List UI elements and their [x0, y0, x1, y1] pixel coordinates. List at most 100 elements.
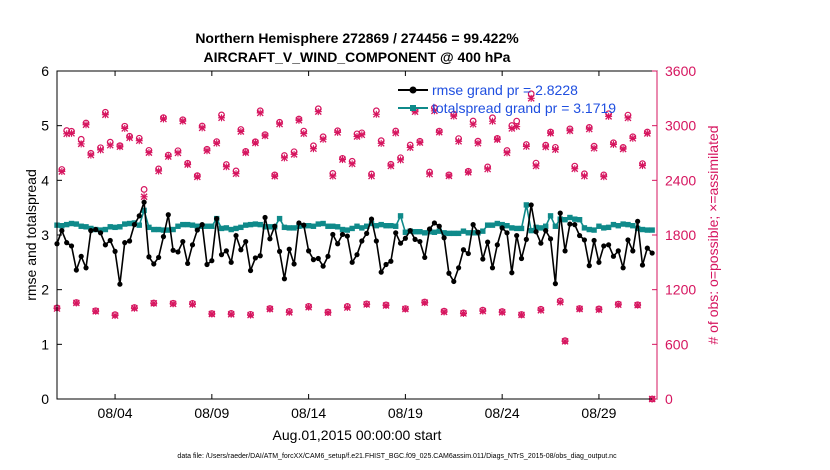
obs-assimilated-marker	[218, 114, 226, 122]
totalspread-point	[368, 220, 375, 227]
obs-assimilated-marker	[518, 311, 526, 319]
rmse-point	[301, 222, 307, 228]
rmse-point	[281, 276, 288, 282]
totalspread-point	[494, 220, 501, 227]
obs-assimilated-marker	[145, 149, 153, 157]
obs-assimilated-marker	[261, 132, 269, 140]
totalspread-point	[441, 230, 447, 236]
totalspread-point	[325, 223, 331, 229]
rmse-point	[451, 278, 457, 285]
totalspread-point	[625, 221, 631, 228]
rmse-point	[131, 222, 138, 228]
rmse-point	[373, 238, 379, 244]
rmse-point	[238, 247, 244, 253]
rmse-point	[576, 232, 583, 239]
obs-assimilated-marker	[527, 94, 535, 102]
rmse-point	[547, 236, 554, 242]
totalspread-point	[397, 213, 404, 219]
totalspread-point	[262, 224, 268, 230]
rmse-point	[320, 263, 326, 269]
obs-assimilated-marker	[484, 165, 492, 173]
rmse-point	[499, 225, 505, 231]
y-tick-label: 1	[41, 336, 49, 352]
rmse-point	[644, 245, 650, 251]
obs-assimilated-marker	[155, 167, 163, 175]
rmse-point	[368, 216, 375, 222]
rmse-point	[117, 281, 123, 287]
totalspread-point	[204, 223, 210, 229]
totalspread-point	[378, 221, 384, 228]
totalspread-point	[383, 223, 389, 229]
rmse-point	[330, 231, 336, 238]
obs-assimilated-marker	[600, 173, 608, 181]
obs-assimilated-marker	[522, 142, 530, 150]
rmse-point	[339, 231, 346, 238]
rmse-point	[209, 258, 215, 264]
obs-assimilated-marker	[295, 116, 303, 124]
rmse-point	[310, 257, 317, 263]
rmse-point	[639, 262, 646, 268]
obs-assimilated-marker	[184, 161, 192, 169]
rmse-point	[436, 223, 442, 229]
obs-assimilated-marker	[638, 162, 646, 170]
totalspread-point	[243, 222, 249, 228]
rmse-point	[291, 261, 297, 267]
rmse-point	[59, 228, 65, 234]
obs-assimilated-marker	[242, 149, 250, 157]
totalspread-point	[349, 225, 355, 232]
totalspread-point	[330, 223, 336, 229]
x-axis: 08/04 08/09 08/14 08/19 08/24 08/29	[98, 71, 617, 421]
rmse-point	[402, 235, 408, 241]
rmse-point	[257, 253, 263, 259]
totalspread-point	[228, 226, 234, 233]
rmse-point	[151, 261, 157, 267]
totalspread-point	[363, 223, 370, 229]
rmse-point	[426, 226, 433, 232]
obs-assimilated-marker	[208, 310, 216, 318]
rmse-point	[88, 228, 94, 234]
totalspread-point	[136, 222, 142, 228]
rmse-point	[141, 199, 147, 205]
y2-tick-label: 1800	[665, 227, 696, 243]
obs-assimilated-marker	[474, 139, 482, 147]
rmse-point	[64, 240, 70, 246]
rmse-point	[165, 212, 171, 218]
rmse-point	[364, 230, 370, 236]
obs-assimilated-marker	[150, 299, 158, 307]
rmse-point	[97, 230, 104, 236]
rmse-point	[93, 226, 99, 233]
totalspread-point	[257, 221, 263, 228]
obs-assimilated-marker	[619, 145, 627, 153]
obs-assimilated-marker	[58, 167, 66, 175]
rmse-point	[243, 238, 249, 245]
obs-assimilated-marker	[377, 139, 385, 147]
obs-assimilated-marker	[237, 127, 245, 135]
obs-assimilated-marker	[227, 310, 235, 318]
obs-assimilated-marker	[106, 141, 114, 149]
totalspread-point	[436, 228, 442, 234]
obs-assimilated-marker	[440, 308, 448, 316]
rmse-point	[460, 247, 467, 253]
y-axis-label: rmse and totalspread	[23, 169, 39, 301]
totalspread-point	[194, 223, 201, 229]
totalspread-point	[620, 221, 626, 227]
obs-assimilated-marker	[179, 117, 187, 125]
x-tick-label: 08/14	[291, 405, 326, 421]
totalspread-point	[102, 226, 109, 233]
chart-subtitle: AIRCRAFT_V_WIND_COMPONENT @ 400 hPa	[204, 49, 511, 65]
totalspread-point	[315, 221, 321, 227]
totalspread-point	[610, 221, 617, 228]
totalspread-point	[189, 222, 196, 228]
obs-assimilated-marker	[280, 154, 288, 162]
obs-assimilated-marker	[140, 193, 148, 201]
totalspread-point	[223, 225, 230, 231]
rmse-point	[180, 238, 186, 245]
y-tick-label: 3	[41, 227, 49, 243]
rmse-point	[272, 223, 278, 229]
obs-assimilated-marker	[493, 136, 501, 144]
rmse-point	[591, 237, 597, 244]
rmse-point	[596, 259, 602, 265]
totalspread-point	[339, 226, 346, 233]
totalspread-point	[373, 223, 380, 229]
rmse-point	[518, 255, 525, 262]
